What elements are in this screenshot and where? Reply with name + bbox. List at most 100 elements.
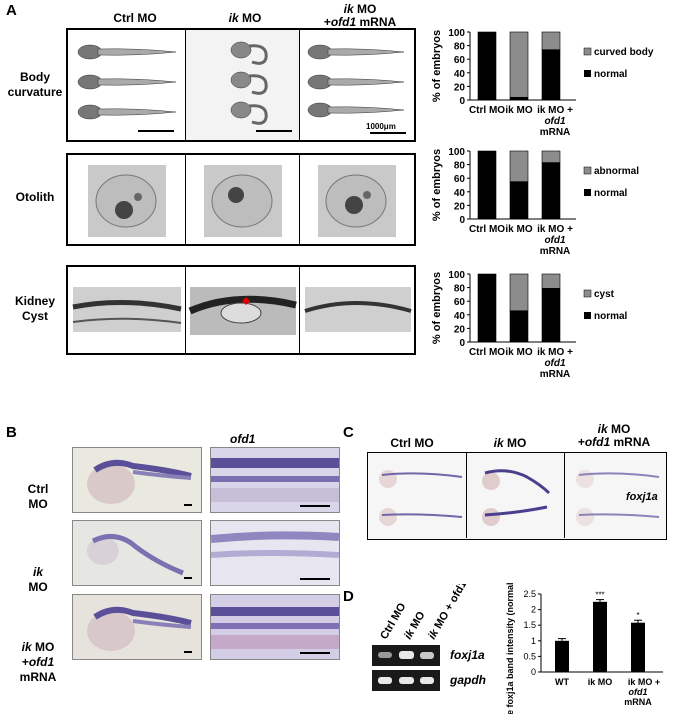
ctrl-embryos-image bbox=[77, 44, 177, 120]
c-ik-cell bbox=[466, 453, 565, 538]
scale-bar bbox=[184, 651, 192, 653]
panel-label-b: B bbox=[6, 424, 17, 441]
otolith-chart: % of embryos 0 20 40 60 80 100 Ctrl MO ik MO ik M… bbox=[431, 147, 639, 257]
scale-bar bbox=[256, 130, 292, 132]
d-gene1-label: foxj1a bbox=[450, 648, 485, 662]
y-tick-label: 100 bbox=[448, 28, 465, 39]
otolith-ctrl-image bbox=[88, 165, 166, 237]
x-tick-label: WT bbox=[555, 677, 569, 687]
b-ctrl-zoom bbox=[210, 447, 340, 513]
legend-swatch-abnormal bbox=[583, 166, 592, 175]
y-tick-label: 0 bbox=[459, 338, 465, 349]
x-tick-label: Ctrl MO bbox=[469, 224, 505, 235]
y-tick-label: 100 bbox=[448, 270, 465, 281]
a-otolith-ik-cell bbox=[185, 155, 299, 244]
bar-normal bbox=[477, 273, 497, 343]
y-tick-label: 100 bbox=[448, 147, 465, 158]
y-tick-label: 2.5 bbox=[523, 589, 536, 599]
b-row-label-ik: ik MO bbox=[28, 565, 48, 594]
y-axis-label: % of embryos bbox=[431, 149, 443, 221]
y-tick-label: 40 bbox=[454, 188, 466, 199]
y-tick-label: 0 bbox=[459, 96, 465, 107]
legend-label: normal bbox=[594, 69, 628, 80]
a-row-label-body: Body curvature bbox=[7, 70, 63, 99]
bar-normal bbox=[509, 310, 529, 343]
a-body-ik-cell bbox=[185, 30, 299, 140]
curved-embryos-image bbox=[230, 41, 268, 125]
y-tick-label: 40 bbox=[454, 311, 466, 322]
a-col-header-ik: ik MO bbox=[228, 11, 262, 25]
legend-swatch-curved-body bbox=[583, 47, 592, 56]
bar-normal bbox=[541, 287, 561, 343]
y-tick-label: 60 bbox=[454, 55, 466, 66]
bar-normal bbox=[509, 96, 529, 101]
bar-cyst bbox=[509, 273, 529, 312]
kidney-rescue-image bbox=[304, 287, 412, 332]
a-otolith-ctrl-cell bbox=[68, 155, 185, 244]
y-tick-label: 60 bbox=[454, 297, 466, 308]
x-tick-label: Ctrl MO bbox=[469, 105, 505, 116]
bar-normal bbox=[509, 181, 529, 220]
d-gel-foxj1a bbox=[372, 645, 440, 666]
band-intensity-chart: Relative foxj1a band intensity (normaliz… bbox=[505, 582, 663, 714]
d-lane-label-ik: ik MO bbox=[402, 609, 428, 641]
scale-label: 1000μm bbox=[366, 122, 396, 131]
bar bbox=[593, 601, 607, 672]
scale-bar bbox=[300, 505, 330, 507]
legend-label: normal bbox=[594, 188, 628, 199]
kidney-ctrl-image bbox=[72, 287, 182, 332]
x-tick-label: ik MO bbox=[505, 224, 532, 235]
x-tick-label: ik MO + ofd1 mRNA bbox=[537, 347, 573, 380]
d-gel-gapdh bbox=[372, 670, 440, 691]
legend-swatch-normal bbox=[584, 189, 591, 196]
y-tick-label: 20 bbox=[454, 201, 466, 212]
a-col-header-rescue: ik MO +ofd1 mRNA bbox=[323, 2, 397, 29]
legend-swatch-normal bbox=[584, 70, 591, 77]
legend-label: abnormal bbox=[594, 166, 639, 177]
rescue-embryos-image bbox=[307, 44, 405, 118]
bar-normal bbox=[541, 49, 561, 101]
c-panel bbox=[367, 452, 667, 540]
otolith-rescue-image bbox=[318, 165, 396, 237]
legend-label: curved body bbox=[594, 47, 654, 58]
y-tick-label: 80 bbox=[454, 284, 466, 295]
y-tick-label: 80 bbox=[454, 42, 466, 53]
significance-label: *** bbox=[595, 591, 604, 600]
b-row-label-ctrl: Ctrl MO bbox=[27, 482, 49, 511]
x-tick-label: ik MO bbox=[588, 677, 613, 687]
y-tick-label: 0.5 bbox=[523, 651, 536, 661]
scale-bar bbox=[370, 132, 406, 134]
a-kidney-ik-cell bbox=[185, 267, 299, 353]
a-kidney-ctrl-cell bbox=[68, 267, 185, 353]
a-body-curvature-panel: 1000μm bbox=[66, 28, 416, 142]
y-tick-label: 1 bbox=[531, 636, 536, 646]
b-row-label-rescue: ik MO +ofd1 mRNA bbox=[19, 640, 57, 684]
a-row-label-kidney: Kidney Cyst bbox=[14, 294, 55, 323]
y-tick-label: 0 bbox=[459, 215, 465, 226]
bar-normal bbox=[541, 162, 561, 220]
a-row-label-otolith: Otolith bbox=[15, 190, 55, 204]
c-gene-label: foxj1a bbox=[626, 491, 658, 503]
bar-normal bbox=[477, 150, 497, 220]
y-axis-label: % of embryos bbox=[431, 30, 443, 102]
a-body-ctrl-cell bbox=[68, 30, 185, 140]
c-rescue-cell bbox=[564, 453, 666, 538]
a-kidney-panel bbox=[66, 265, 416, 355]
panel-label-d: D bbox=[343, 588, 354, 605]
a-otolith-panel bbox=[66, 153, 416, 246]
a-body-rescue-cell: 1000μm bbox=[299, 30, 414, 140]
legend-label: cyst bbox=[594, 289, 615, 300]
b-ctrl-whole-embryo bbox=[72, 447, 202, 513]
y-tick-label: 1.5 bbox=[523, 620, 536, 630]
scale-bar bbox=[184, 504, 192, 506]
y-axis-label: % of embryos bbox=[431, 272, 443, 344]
x-tick-label: ik MO + ofd1 mRNA bbox=[624, 677, 660, 707]
c-ctrl-cell bbox=[368, 453, 466, 538]
b-title: ofd1 bbox=[230, 432, 256, 446]
significance-label: * bbox=[636, 611, 639, 620]
scale-bar bbox=[300, 578, 330, 580]
c-col-header-rescue: ik MO +ofd1 mRNA bbox=[577, 422, 651, 449]
scale-bar bbox=[184, 577, 192, 579]
x-tick-label: ik MO bbox=[505, 347, 532, 358]
bar-curved-body bbox=[541, 31, 561, 50]
